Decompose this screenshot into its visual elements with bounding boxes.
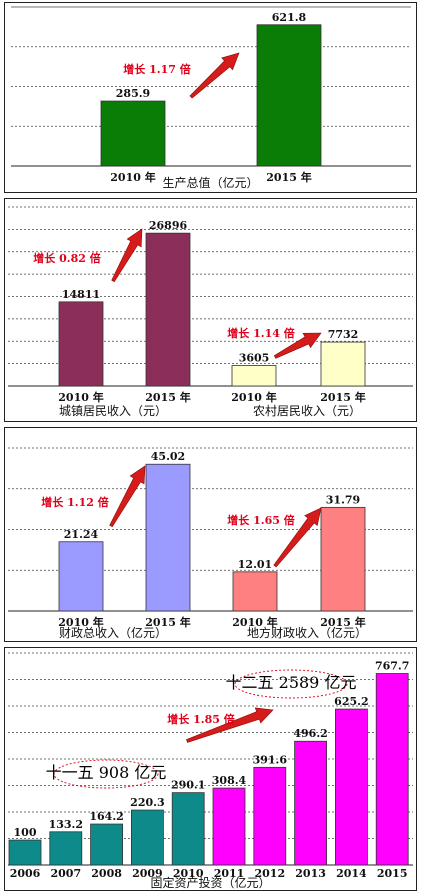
x-tick-label: 2015 bbox=[377, 867, 408, 880]
x-tick-label: 2010 年 bbox=[58, 390, 103, 404]
bar bbox=[320, 506, 366, 612]
bar bbox=[145, 232, 191, 387]
x-tick-label: 2007 bbox=[50, 867, 81, 880]
period-total-oval-11th bbox=[53, 759, 159, 789]
bar bbox=[100, 100, 166, 167]
bar bbox=[253, 766, 287, 866]
x-tick-label: 2011 bbox=[214, 867, 245, 880]
bar-value-label: 220.3 bbox=[130, 796, 164, 809]
x-tick-label: 2008 bbox=[91, 867, 122, 880]
bar bbox=[58, 301, 104, 387]
bar-value-label: 26896 bbox=[149, 219, 188, 232]
x-tick-label: 2010 年 bbox=[110, 170, 155, 184]
bar bbox=[232, 571, 278, 612]
bar-value-label: 133.2 bbox=[49, 818, 83, 831]
bar bbox=[90, 823, 123, 866]
bar-value-label: 621.8 bbox=[272, 11, 307, 24]
bar bbox=[320, 341, 366, 387]
growth-label: 增长 1.12 倍 bbox=[41, 495, 108, 509]
investment-chart-caption: 固定资产投资（亿元） bbox=[150, 876, 271, 890]
bar-value-label: 12.01 bbox=[238, 558, 272, 571]
bar-value-label: 290.1 bbox=[171, 779, 205, 792]
growth-arrow bbox=[186, 707, 274, 743]
fiscal-revenue-caption: 财政总收入（亿元） bbox=[58, 626, 167, 640]
bar bbox=[334, 708, 368, 866]
income-chart-panel: 14811 2010 年 26896 2015 年 3605 2010 年 7732 2015… bbox=[4, 198, 417, 422]
x-tick-label: 2012 bbox=[254, 867, 285, 880]
x-tick-label: 2015 年 bbox=[320, 390, 365, 404]
x-tick-label: 2010 年 bbox=[232, 615, 277, 629]
period-total-oval-11th-text: 十一五 908 亿元 bbox=[46, 763, 167, 782]
growth-arrow bbox=[111, 228, 143, 283]
bar bbox=[49, 831, 83, 866]
bar-value-label: 164.2 bbox=[89, 810, 123, 823]
bar-value-label: 285.9 bbox=[116, 87, 150, 100]
x-tick-label: 2015 年 bbox=[266, 170, 311, 184]
gdp-chart-panel: 285.9 2010 年 621.8 2015 年 增长 1.17 倍 生产总值（亿元） bbox=[4, 2, 417, 193]
x-tick-label: 2015 年 bbox=[145, 615, 190, 629]
revenue-chart: 21.24 2010 年 45.02 2015 年 12.01 2010 年 31.79 20… bbox=[8, 447, 413, 629]
bar bbox=[58, 541, 104, 612]
x-tick-label: 2010 bbox=[173, 867, 204, 880]
urban-income-caption: 城镇居民收入（元） bbox=[58, 404, 167, 418]
bar-value-label: 45.02 bbox=[151, 450, 185, 463]
growth-label: 增长 1.65 倍 bbox=[227, 513, 294, 527]
growth-label: 增长 1.14 倍 bbox=[227, 326, 294, 340]
investment-chart-panel: 100 2006 133.2 2007 164.2 2008 220.3 2009 290.1 2… bbox=[4, 647, 417, 891]
x-tick-label: 2015 年 bbox=[145, 390, 190, 404]
bar-value-label: 391.6 bbox=[253, 753, 288, 766]
growth-arrow bbox=[273, 332, 322, 359]
bar bbox=[171, 792, 205, 866]
bar-value-label: 21.24 bbox=[64, 528, 99, 541]
bar bbox=[145, 463, 191, 612]
growth-arrow bbox=[189, 52, 240, 99]
x-tick-label: 2014 bbox=[336, 867, 367, 880]
x-tick-label: 2010 年 bbox=[58, 615, 103, 629]
x-tick-label: 2006 bbox=[10, 867, 41, 880]
growth-label: 增长 1.85 倍 bbox=[167, 712, 234, 726]
local-revenue-caption: 地方财政收入（亿元） bbox=[246, 626, 367, 640]
bar-value-label: 31.79 bbox=[326, 493, 360, 506]
growth-label: 增长 0.82 倍 bbox=[33, 251, 100, 265]
income-chart: 14811 2010 年 26896 2015 年 3605 2010 年 7732 2015… bbox=[8, 206, 413, 404]
bar bbox=[131, 809, 164, 866]
bar-value-label: 3605 bbox=[239, 352, 270, 365]
bar bbox=[231, 365, 277, 387]
bar bbox=[256, 24, 322, 167]
bar bbox=[212, 787, 246, 866]
revenue-chart-panel: 21.24 2010 年 45.02 2015 年 12.01 2010 年 31.79 20… bbox=[4, 427, 417, 642]
x-tick-label: 2015 年 bbox=[320, 615, 365, 629]
x-tick-label: 2013 bbox=[295, 867, 326, 880]
period-total-oval-12th-text: 十二五 2589 亿元 bbox=[226, 673, 357, 692]
period-total-oval-12th bbox=[234, 669, 348, 699]
gdp-chart: 285.9 2010 年 621.8 2015 年 增长 1.17 倍 bbox=[11, 6, 411, 184]
growth-label: 增长 1.17 倍 bbox=[123, 62, 190, 76]
bar-value-label: 100 bbox=[14, 826, 37, 839]
bar-value-label: 767.7 bbox=[375, 660, 409, 673]
x-tick-label: 2009 bbox=[132, 867, 163, 880]
bar bbox=[294, 740, 328, 866]
bar-value-label: 14811 bbox=[62, 288, 100, 301]
bar bbox=[8, 839, 42, 866]
bar-value-label: 496.2 bbox=[293, 727, 327, 740]
growth-arrow bbox=[273, 507, 322, 568]
gdp-chart-caption: 生产总值（亿元） bbox=[162, 176, 259, 190]
rural-income-caption: 农村居民收入（元） bbox=[252, 404, 361, 418]
growth-arrow bbox=[109, 465, 146, 528]
bar-value-label: 625.2 bbox=[334, 695, 368, 708]
investment-chart: 100 2006 133.2 2007 164.2 2008 220.3 2009 290.1 2… bbox=[8, 652, 413, 880]
x-tick-label: 2010 年 bbox=[231, 390, 276, 404]
bar-value-label: 308.4 bbox=[212, 774, 247, 787]
bar-value-label: 7732 bbox=[328, 328, 359, 341]
bar bbox=[375, 673, 409, 866]
